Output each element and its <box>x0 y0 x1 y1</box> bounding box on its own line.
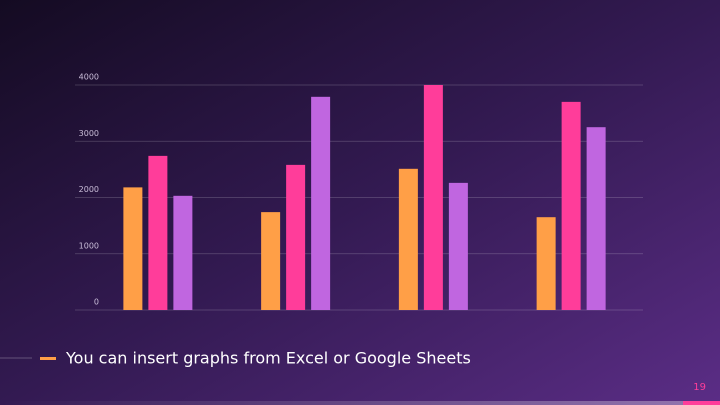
bar <box>448 182 468 310</box>
y-tick-label: 3000 <box>79 129 99 138</box>
y-tick-label: 0 <box>94 298 99 307</box>
y-tick-label: 1000 <box>79 241 99 250</box>
bar <box>311 96 331 310</box>
bar <box>173 195 193 310</box>
accent-bar <box>683 401 720 405</box>
y-tick-label: 4000 <box>79 73 99 82</box>
bar <box>261 212 281 310</box>
bar <box>286 164 306 310</box>
bar <box>148 155 168 310</box>
y-tick-label: 2000 <box>79 185 99 194</box>
bar <box>398 168 418 310</box>
subtitle-dash <box>40 357 56 360</box>
bar <box>423 85 443 310</box>
subtitle: You can insert graphs from Excel or Goog… <box>65 349 471 368</box>
bottom-line <box>0 401 720 405</box>
bar <box>123 187 143 310</box>
bar <box>586 127 606 310</box>
bar <box>561 101 581 310</box>
bar <box>536 217 556 310</box>
page-number: 19 <box>693 382 706 393</box>
